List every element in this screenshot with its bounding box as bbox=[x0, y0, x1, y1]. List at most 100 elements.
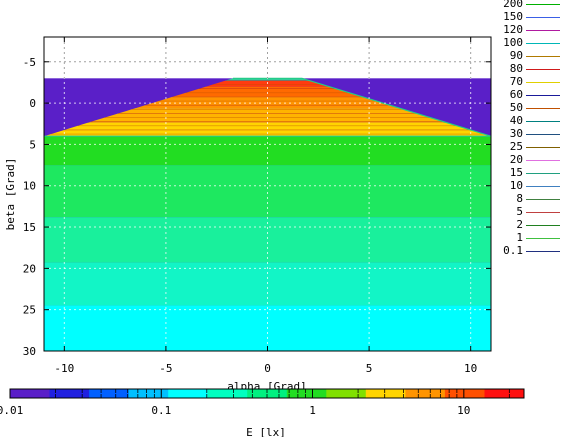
legend-swatch bbox=[526, 30, 560, 31]
colorbar-segment bbox=[49, 389, 90, 398]
bright-zone-band-1 bbox=[87, 108, 448, 123]
colorbar-segment bbox=[484, 389, 525, 398]
colorbar-segment bbox=[286, 389, 327, 398]
colorbar-segment bbox=[128, 389, 169, 398]
grid bbox=[44, 37, 491, 352]
x-tick-label: -10 bbox=[54, 362, 74, 375]
legend-item: 70 bbox=[496, 76, 563, 89]
x-tick-label: -5 bbox=[159, 362, 172, 375]
legend-swatch bbox=[526, 108, 560, 109]
y-tick-label: 10 bbox=[23, 180, 36, 193]
colorbar-tick-label: 1 bbox=[309, 404, 316, 417]
legend-item: 25 bbox=[496, 141, 563, 154]
colorbar-segment bbox=[247, 389, 288, 398]
legend-swatch bbox=[526, 56, 560, 57]
colorbar-tick-label: 10 bbox=[457, 404, 470, 417]
legend-item: 30 bbox=[496, 128, 563, 141]
colorbar-tick-label: 0.1 bbox=[151, 404, 171, 417]
legend-swatch bbox=[526, 147, 560, 148]
beta-band-3 bbox=[44, 262, 491, 306]
x-tick-label: 5 bbox=[366, 362, 373, 375]
colorbar-segment bbox=[365, 389, 406, 398]
y-tick-label: -5 bbox=[23, 56, 36, 69]
x-tick-label: 0 bbox=[264, 362, 271, 375]
colorbar-segment bbox=[326, 389, 367, 398]
legend-swatch bbox=[526, 4, 560, 5]
legend-label: 20 bbox=[509, 153, 523, 166]
colorbar-tick-label: 0.01 bbox=[0, 404, 23, 417]
y-tick-label: 20 bbox=[23, 262, 36, 275]
legend-item: 2 bbox=[496, 219, 563, 232]
legend-item: 5 bbox=[496, 206, 563, 219]
legend-swatch bbox=[526, 121, 560, 122]
legend-swatch bbox=[526, 43, 560, 44]
legend-label: 60 bbox=[509, 88, 523, 101]
y-tick-label: 15 bbox=[23, 221, 36, 234]
legend-label: 80 bbox=[509, 62, 523, 75]
y-axis-title: beta [Grad] bbox=[4, 158, 17, 231]
legend-label: 5 bbox=[516, 205, 523, 218]
legend-label: 40 bbox=[509, 114, 523, 127]
y-tick-label: 25 bbox=[23, 304, 36, 317]
axis-ticks: -10 -5 0 5 10 -5 0 5 10 15 20 25 30 bbox=[23, 37, 491, 375]
legend-swatch bbox=[526, 160, 560, 161]
legend-item: 90 bbox=[496, 50, 563, 63]
legend-swatch bbox=[526, 212, 560, 213]
colorbar-segment bbox=[444, 389, 485, 398]
plot-area bbox=[44, 77, 491, 351]
legend-swatch bbox=[526, 238, 560, 239]
legend-label: 70 bbox=[509, 75, 523, 88]
y-tick-label: 30 bbox=[23, 345, 36, 358]
colorbar-segment bbox=[207, 389, 248, 398]
legend-swatch bbox=[526, 17, 560, 18]
legend-item: 0.1 bbox=[496, 245, 563, 258]
colorbar-segment bbox=[10, 389, 50, 398]
legend-item: 120 bbox=[496, 24, 563, 37]
colorbar: 0.01 0.1 1 10 bbox=[0, 388, 525, 417]
bright-zone-band-0 bbox=[44, 122, 491, 137]
legend-item: 100 bbox=[496, 37, 563, 50]
legend-item: 50 bbox=[496, 102, 563, 115]
contour-legend: 200 150 120 100 90 80 70 60 50 40 30 25 20 15 10 8 5 2 1 0.… bbox=[496, 0, 563, 257]
colorbar-segment bbox=[168, 389, 209, 398]
legend-item: 8 bbox=[496, 193, 563, 206]
legend-label: 10 bbox=[509, 179, 523, 192]
legend-label: 2 bbox=[516, 218, 523, 231]
y-tick-label: 5 bbox=[29, 138, 36, 151]
legend-swatch bbox=[526, 251, 560, 252]
legend-label: 200 bbox=[503, 0, 523, 10]
x-tick-label: 10 bbox=[464, 362, 477, 375]
legend-swatch bbox=[526, 225, 560, 226]
legend-label: 90 bbox=[509, 49, 523, 62]
legend-label: 30 bbox=[509, 127, 523, 140]
legend-swatch bbox=[526, 69, 560, 70]
legend-swatch bbox=[526, 95, 560, 96]
bright-zone-band-3 bbox=[173, 86, 362, 97]
legend-label: 1 bbox=[516, 231, 523, 244]
legend-label: 50 bbox=[509, 101, 523, 114]
beta-band-0 bbox=[44, 136, 491, 166]
legend-label: 0.1 bbox=[503, 244, 523, 257]
legend-label: 25 bbox=[509, 140, 523, 153]
colorbar-segment bbox=[405, 389, 446, 398]
beta-band-2 bbox=[44, 217, 491, 263]
legend-label: 100 bbox=[503, 36, 523, 49]
colorbar-title: E [lx] bbox=[246, 426, 286, 437]
legend-label: 15 bbox=[509, 166, 523, 179]
legend-item: 40 bbox=[496, 115, 563, 128]
legend-item: 80 bbox=[496, 63, 563, 76]
legend-item: 10 bbox=[496, 180, 563, 193]
legend-item: 1 bbox=[496, 232, 563, 245]
y-tick-label: 0 bbox=[29, 97, 36, 110]
legend-label: 150 bbox=[503, 10, 523, 23]
legend-item: 60 bbox=[496, 89, 563, 102]
legend-swatch bbox=[526, 173, 560, 174]
legend-item: 20 bbox=[496, 154, 563, 167]
legend-swatch bbox=[526, 134, 560, 135]
legend-swatch bbox=[526, 186, 560, 187]
legend-item: 150 bbox=[496, 11, 563, 24]
legend-label: 8 bbox=[516, 192, 523, 205]
legend-label: 120 bbox=[503, 23, 523, 36]
legend-item: 15 bbox=[496, 167, 563, 180]
